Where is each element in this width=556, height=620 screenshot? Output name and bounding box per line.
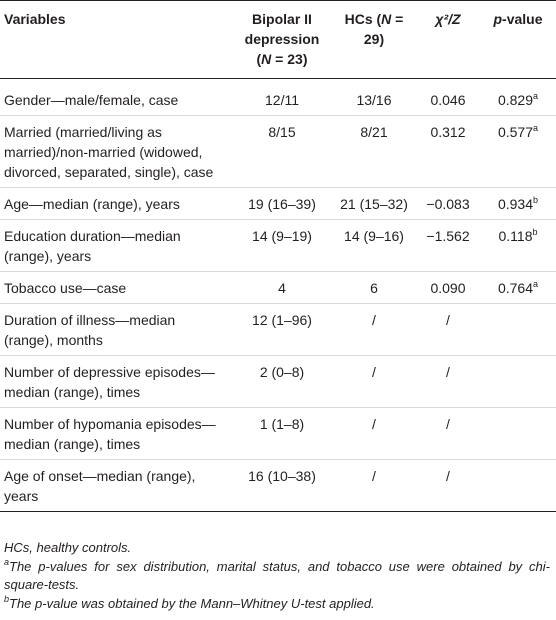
cell-pvalue — [480, 303, 556, 356]
cell-statistic: 0.046 — [416, 78, 480, 116]
cell-bipolar: 12/11 — [232, 78, 332, 116]
table-row: Education duration—median (range), years… — [0, 219, 556, 272]
cell-variable: Married (married/living as married)/non-… — [0, 115, 232, 188]
cell-variable: Gender—male/female, case — [0, 78, 232, 116]
cell-pvalue: 0.829a — [480, 78, 556, 116]
cell-bipolar: 2 (0–8) — [232, 355, 332, 408]
cell-bipolar: 1 (1–8) — [232, 407, 332, 460]
cell-variable: Number of depressive episodes—median (ra… — [0, 355, 232, 408]
header-bipolar: Bipolar II depression (N = 23) — [232, 0, 332, 79]
cell-bipolar: 14 (9–19) — [232, 219, 332, 272]
cell-variable: Age of onset—median (range), years — [0, 459, 232, 512]
demographics-table: Variables Bipolar II depression (N = 23)… — [0, 0, 556, 512]
table-row: Tobacco use—case 4 6 0.090 0.764a — [0, 271, 556, 304]
table-row: Number of hypomania episodes—median (ran… — [0, 407, 556, 460]
table-body: Gender—male/female, case 12/11 13/16 0.046 0… — [0, 78, 556, 512]
cell-bipolar: 4 — [232, 271, 332, 304]
footnote-abbreviation: HCs, healthy controls. — [4, 540, 132, 555]
cell-statistic: / — [416, 355, 480, 408]
table-footnotes: HCs, healthy controls. aThe p-values for… — [4, 539, 550, 614]
cell-variable: Education duration—median (range), years — [0, 219, 232, 272]
cell-bipolar: 19 (16–39) — [232, 187, 332, 220]
cell-pvalue: 0.764a — [480, 271, 556, 304]
footnote-marker: a — [533, 279, 539, 289]
cell-pvalue: 0.934b — [480, 187, 556, 220]
cell-statistic: −0.083 — [416, 187, 480, 220]
cell-hcs: 14 (9–16) — [332, 219, 416, 272]
cell-statistic: 0.312 — [416, 115, 480, 188]
cell-statistic: / — [416, 407, 480, 460]
cell-hcs: / — [332, 459, 416, 512]
cell-statistic: / — [416, 459, 480, 512]
table-row: Number of depressive episodes—median (ra… — [0, 355, 556, 408]
cell-pvalue — [480, 355, 556, 408]
cell-hcs: / — [332, 355, 416, 408]
table-row: Age—median (range), years 19 (16–39) 21 (1… — [0, 187, 556, 220]
cell-hcs: / — [332, 407, 416, 460]
cell-statistic: / — [416, 303, 480, 356]
table-row: Gender—male/female, case 12/11 13/16 0.046 0… — [0, 78, 556, 116]
cell-variable: Age—median (range), years — [0, 187, 232, 220]
footnote-b: bThe p-value was obtained by the Mann–Wh… — [4, 594, 375, 612]
footnote-a: aThe p-values for sex distribution, mari… — [4, 557, 550, 593]
header-pvalue: p-value — [480, 0, 556, 79]
cell-bipolar: 16 (10–38) — [232, 459, 332, 512]
footnote-marker: b — [533, 195, 539, 205]
cell-hcs: 13/16 — [332, 78, 416, 116]
header-hcs: HCs (N = 29) — [332, 0, 416, 79]
cell-pvalue — [480, 407, 556, 460]
cell-hcs: 21 (15–32) — [332, 187, 416, 220]
header-statistic: χ²/Z — [416, 0, 480, 79]
cell-hcs: 8/21 — [332, 115, 416, 188]
table-row: Duration of illness—median (range), mont… — [0, 303, 556, 356]
cell-variable: Duration of illness—median (range), mont… — [0, 303, 232, 356]
cell-statistic: 0.090 — [416, 271, 480, 304]
cell-hcs: / — [332, 303, 416, 356]
cell-bipolar: 12 (1–96) — [232, 303, 332, 356]
cell-pvalue — [480, 459, 556, 512]
cell-bipolar: 8/15 — [232, 115, 332, 188]
footnote-marker: a — [533, 123, 539, 133]
footnote-marker: b — [532, 227, 538, 237]
cell-variable: Number of hypomania episodes—median (ran… — [0, 407, 232, 460]
table-row: Age of onset—median (range), years 16 (10… — [0, 459, 556, 512]
table-row: Married (married/living as married)/non-… — [0, 115, 556, 188]
cell-pvalue: 0.577a — [480, 115, 556, 188]
cell-pvalue: 0.118b — [480, 219, 556, 272]
cell-variable: Tobacco use—case — [0, 271, 232, 304]
table-header: Variables Bipolar II depression (N = 23)… — [0, 0, 556, 79]
cell-statistic: −1.562 — [416, 219, 480, 272]
cell-hcs: 6 — [332, 271, 416, 304]
header-variables: Variables — [0, 0, 232, 79]
footnote-marker: a — [533, 91, 539, 101]
